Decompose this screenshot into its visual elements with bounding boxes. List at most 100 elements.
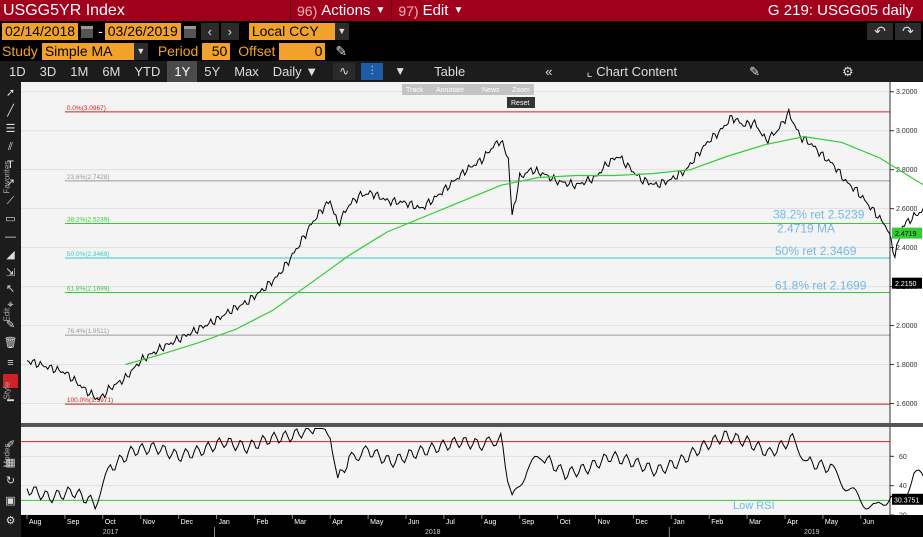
year-label: 2019 [804,529,820,536]
track-button[interactable]: Track [406,87,424,94]
annotation-label: 38.2% ret 2.5239 [773,207,865,221]
price-tag-bg [892,277,922,289]
brush-icon[interactable]: ✎ [5,319,16,331]
month-label: Nov [143,519,156,526]
frequency-select[interactable]: Daily ▼ [266,61,325,82]
end-date-field[interactable]: 03/26/2019 [104,22,181,40]
caret-down-icon: ▼ [305,64,319,79]
month-label: Nov [598,519,611,526]
range-6m[interactable]: 6M [102,64,121,79]
chart-content-button[interactable]: ⌞ Chart Content [576,64,687,80]
period-field[interactable]: 50 [202,42,231,60]
table-button[interactable]: Table [434,64,466,79]
edit-chart-icon[interactable]: ✎ [749,63,761,79]
rsi-tick-label: 60 [899,454,907,461]
pointer-icon[interactable]: ↖ [5,283,16,295]
channel-icon[interactable]: ⫽ [8,141,13,153]
rsi-annotations: Low RSI [733,500,775,512]
range-5y[interactable]: 5Y [204,64,221,79]
price-tick-label: 2.0000 [896,323,918,330]
edit-menu[interactable]: 97) Edit ▼ [391,0,469,21]
settings-icon[interactable]: ⚙ [5,515,16,527]
range-max[interactable]: Max [234,64,259,79]
draw-mode-icon[interactable]: ✐ [5,439,16,451]
line-chart-icon[interactable]: ∿ [333,63,356,80]
chart-type-dropdown-icon[interactable]: ▼ [394,64,407,78]
actions-menu[interactable]: 96) Actions ▼ [290,0,391,21]
pane-separator[interactable] [21,423,923,427]
range-ytd[interactable]: YTD [134,64,161,79]
price-pane[interactable] [21,82,890,423]
line-style-icon[interactable]: ≡ [7,357,14,369]
pin-icon[interactable]: ⌖ [7,299,14,311]
range-1m[interactable]: 1M [70,64,89,79]
rsi-tag-label: 30.3751 [894,497,919,504]
study-label: Study [2,43,38,59]
reset-button[interactable]: Reset [511,100,529,107]
annotation-label: 50% ret 2.3469 [775,244,857,258]
actions-menu-number: 96) [297,2,318,19]
trash-icon[interactable]: 🗑 [3,337,18,349]
previous-period-button[interactable]: ‹ [200,22,219,40]
fib-level-label: 100.0%(1.5971) [67,397,113,404]
range-1y[interactable]: 1Y [167,61,198,82]
start-date-field[interactable]: 02/14/2018 [2,22,79,40]
currency-dropdown-icon[interactable]: ▼ [334,22,349,40]
cursor-icon[interactable]: ➚ [5,87,16,99]
next-period-button[interactable]: › [220,22,239,40]
frequency-label: Daily [272,64,302,79]
toggle-icon[interactable]: ▣ [5,495,16,507]
currency-select[interactable]: Local CCY [248,22,335,40]
arrow-tool-icon[interactable]: ↗ [5,177,16,189]
ray-tool-icon[interactable]: ⟋ [6,195,15,207]
fib-level-label: 23.6%(2.7428) [67,174,110,181]
study-select[interactable]: Simple MA [41,42,134,60]
thickness-icon[interactable]: ━ [7,395,14,407]
month-label: Oct [560,519,571,526]
offset-field[interactable]: 0 [279,42,326,60]
trendline-icon[interactable]: ╱ [7,105,14,117]
measure-icon[interactable]: ⇲ [5,267,16,279]
color-swatch-icon[interactable]: ■ [3,374,18,388]
moving-average-line [125,135,923,366]
rsi-axis-tags: 30.3751 [892,493,923,505]
price-gridlines [21,91,890,405]
snap-icon[interactable]: ▦ [5,457,16,469]
month-label: Jan [219,519,230,526]
month-label: May [825,519,839,526]
reset-button-bg [507,97,535,108]
refresh-icon[interactable]: ↻ [5,475,16,487]
pencil-icon[interactable]: ✎ [335,42,348,59]
title-bar: USGG5YR Index 96) Actions ▼ 97) Edit ▼ G… [0,0,923,21]
price-tick-label: 3.2000 [896,89,918,96]
chart-toolbar-bg [402,84,534,95]
zoom-button[interactable]: Zoom [512,87,530,94]
undo-button[interactable]: ↶ [867,22,893,40]
gear-icon[interactable]: ⚙ [842,63,854,79]
study-dropdown-icon[interactable]: ▼ [133,42,148,60]
collapse-icon[interactable]: « [545,64,553,79]
fibonacci-icon[interactable]: ☰ [5,123,16,135]
horizontal-line-icon[interactable]: — [5,231,16,243]
chart-inner-toolbar: Track Annotate News Zoom Reset [402,84,535,108]
range-3d[interactable]: 3D [39,64,57,79]
month-label: Jan [673,519,684,526]
edit-menu-label: Edit [422,2,449,19]
date-bar: 02/14/2018 - 03/26/2019 ‹ › Local CCY ▼ … [0,21,923,41]
calendar-icon[interactable] [81,26,94,38]
month-label: Apr [332,519,344,526]
chart-area[interactable]: 0.0%(3.0967) 23.6%(2.7428) 38.2%(2.5239) 50… [21,82,923,537]
text-tool-icon[interactable]: T [7,159,14,171]
ticker-title: USGG5YR Index [3,1,125,19]
year-label: 2018 [425,529,441,536]
calendar-icon[interactable] [183,26,196,38]
fib-level-label: 61.8%(2.1699) [67,285,110,292]
range-1d[interactable]: 1D [9,64,26,79]
shape-tool-icon[interactable]: ▭ [5,213,16,225]
marker-icon[interactable]: ◢ [6,249,15,261]
annotate-button[interactable]: Annotate [436,87,464,94]
annotation-label: 61.8% ret 2.1699 [775,278,867,292]
bar-chart-icon[interactable]: ⫶ [361,63,384,80]
news-button[interactable]: News [482,87,500,94]
redo-button[interactable]: ↷ [895,22,921,40]
